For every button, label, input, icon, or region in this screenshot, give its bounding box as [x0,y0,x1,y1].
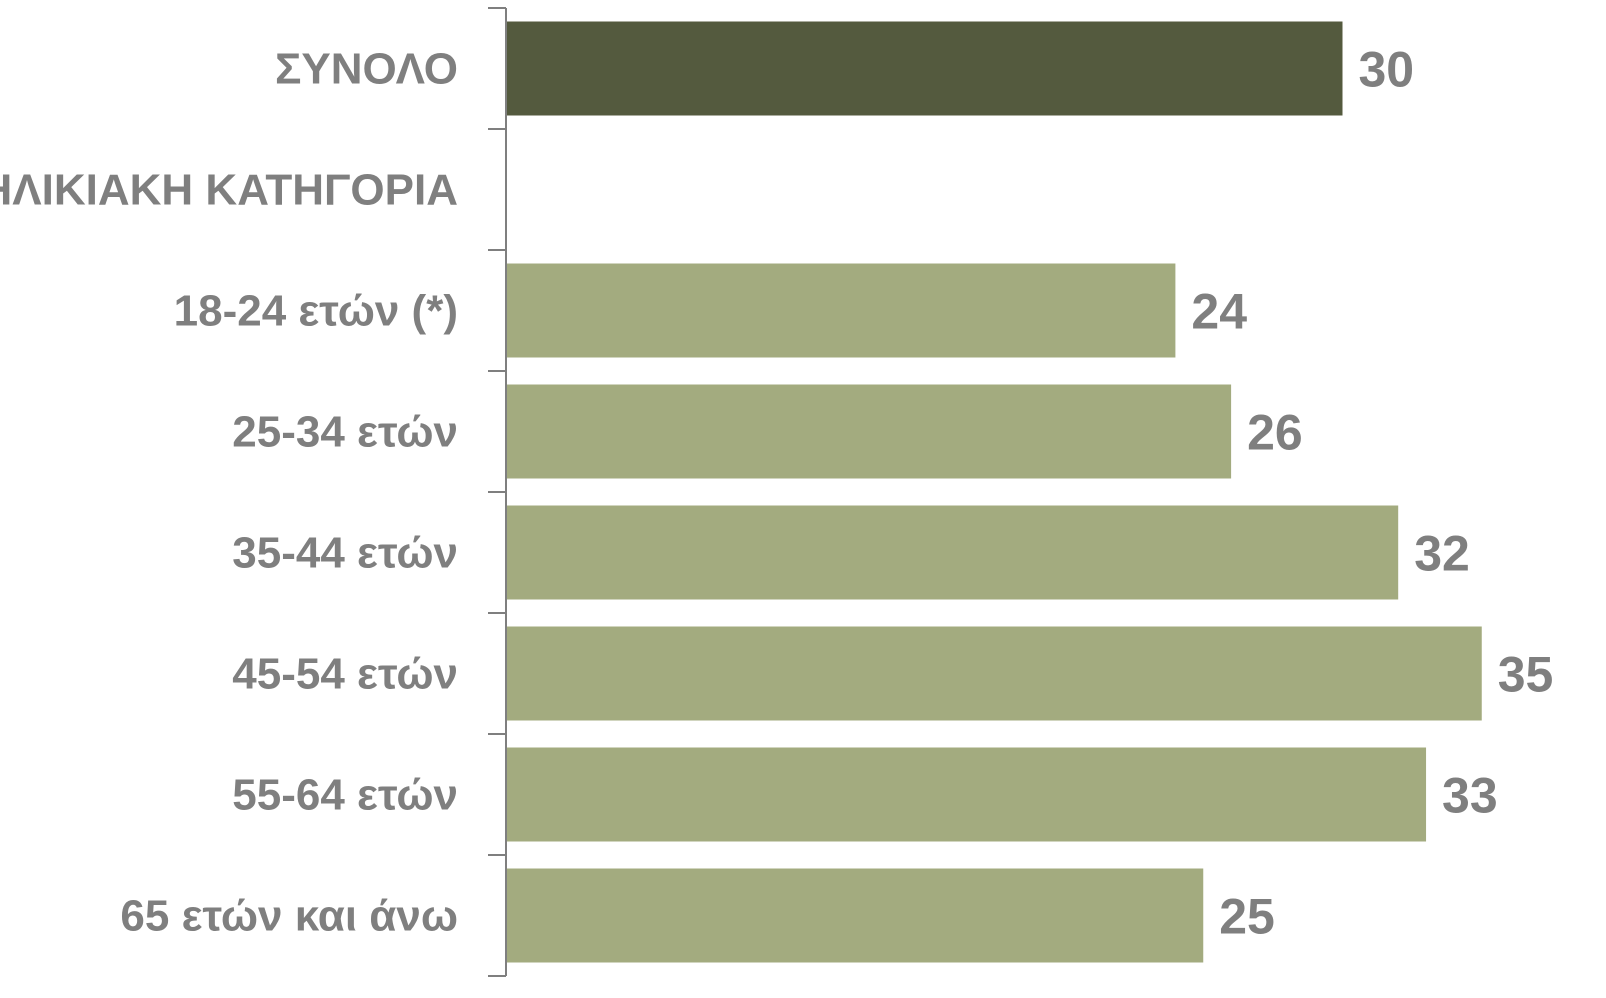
category-label: ΗΛΙΚΙΑΚΗ ΚΑΤΗΓΟΡΙΑ [0,166,458,215]
bar [507,21,1343,116]
value-labels: 30 24 26 32 35 33 25 [1191,42,1553,945]
data-label: 26 [1247,405,1303,461]
data-label: 24 [1191,284,1247,340]
bar [507,505,1399,600]
bar [507,263,1176,358]
data-label: 25 [1219,889,1275,945]
bar [507,868,1204,963]
category-label: 25-34 ετών [232,408,458,457]
category-label: 45-54 ετών [232,650,458,699]
category-labels: ΣΥΝΟΛΟ ΗΛΙΚΙΑΚΗ ΚΑΤΗΓΟΡΙΑ 18-24 ετών (*) 25… [0,45,458,941]
category-label: 65 ετών και άνω [120,892,458,941]
category-label: ΣΥΝΟΛΟ [275,45,458,94]
data-label: 32 [1414,526,1470,582]
category-label: 18-24 ετών (*) [174,287,458,336]
category-label: 55-64 ετών [232,771,458,820]
data-label: 33 [1442,768,1498,824]
data-label: 35 [1498,647,1554,703]
category-axis [488,7,507,977]
bars-layer [507,21,1482,963]
bar [507,747,1427,842]
category-label: 35-44 ετών [232,529,458,578]
bar [507,626,1482,721]
data-label: 30 [1359,42,1415,98]
bar [507,384,1232,479]
